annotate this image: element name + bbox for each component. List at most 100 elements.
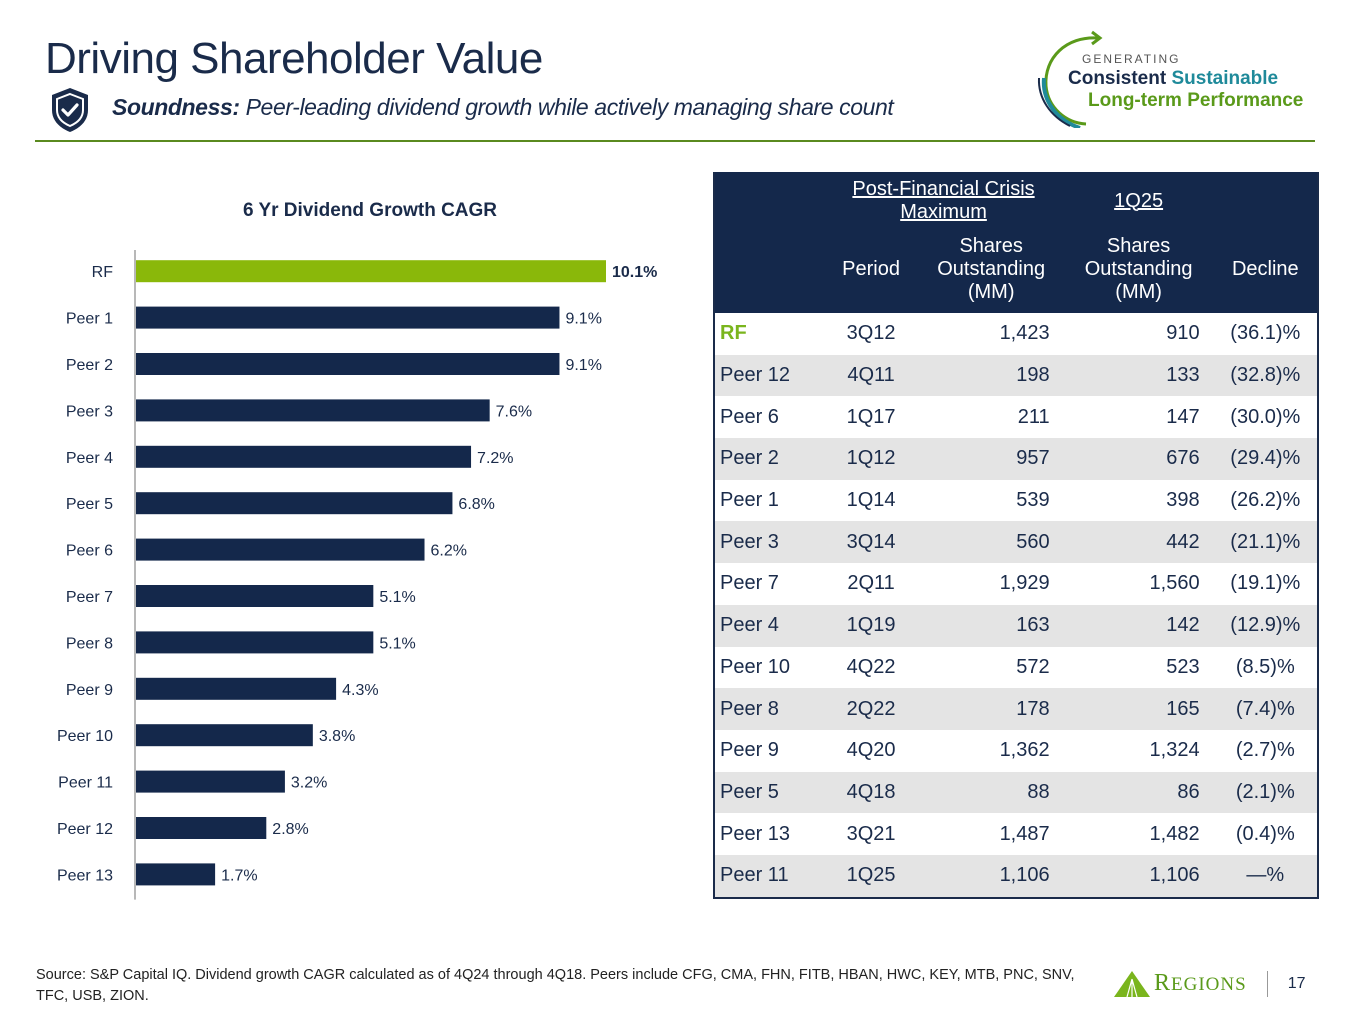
row-current-shares: 86	[1063, 771, 1214, 814]
bar-peer-10	[136, 724, 313, 747]
tagline-sustainable: Sustainable	[1171, 68, 1279, 89]
data-label: 3.2%	[291, 775, 327, 792]
row-decline: (0.4)%	[1235, 822, 1295, 845]
category-label: Peer 1	[66, 311, 113, 328]
row-decline: (2.7)%	[1235, 739, 1295, 762]
row-decline: —%	[1213, 854, 1317, 897]
share-count-table: Post-Financial Crisis Maximum 1Q25 Perio…	[713, 172, 1319, 899]
bar-peer-4	[136, 445, 472, 468]
category-label: Peer 2	[66, 357, 113, 374]
bar-peer-13	[136, 863, 216, 886]
data-label: 5.1%	[379, 589, 415, 606]
row-decline: (21.1)%	[1213, 521, 1317, 564]
row-name: Peer 3	[715, 521, 824, 564]
col-header-name	[715, 225, 823, 313]
row-decline: (12.9)%	[1213, 604, 1317, 647]
table-row: Peer 2 1Q12 957 676 (29.4)%	[715, 438, 1317, 480]
category-label: Peer 11	[58, 775, 113, 792]
header-blank-2	[1214, 172, 1317, 225]
category-label: Peer 5	[66, 496, 113, 513]
table-row: Peer 10 4Q22 572 523 (8.5)%	[715, 647, 1317, 689]
tagline-generating: GENERATING	[1082, 52, 1181, 66]
row-decline: (36.1)%	[1230, 322, 1301, 345]
subtitle-text: Peer-leading dividend growth while activ…	[239, 94, 894, 120]
category-label: Peer 3	[66, 403, 113, 420]
row-name: Peer 11	[715, 854, 824, 897]
row-current-shares: 147	[1166, 405, 1200, 428]
category-label: Peer 7	[66, 589, 113, 606]
category-label: Peer 12	[57, 821, 113, 838]
row-current-shares: 1,482	[1149, 822, 1200, 845]
row-max-shares: 957	[918, 438, 1064, 480]
regions-wordmark: REGIONS	[1154, 970, 1247, 996]
data-label: 9.1%	[565, 357, 601, 374]
row-name: Peer 8	[715, 688, 824, 730]
bar-peer-3	[136, 399, 490, 422]
col-header-decline: Decline	[1231, 257, 1299, 280]
table-row: Peer 11 1Q25 1,106 1,106 —%	[715, 854, 1317, 897]
category-label: Peer 6	[66, 543, 113, 560]
row-current-shares: 523	[1166, 655, 1200, 678]
page-subtitle: Soundness: Peer-leading dividend growth …	[112, 94, 894, 121]
row-decline: (19.1)%	[1230, 572, 1301, 595]
row-period: 4Q22	[846, 655, 896, 678]
bar-peer-2	[136, 353, 560, 375]
data-label: 10.1%	[612, 264, 657, 281]
row-current-shares: 442	[1063, 521, 1214, 564]
row-period: 1Q19	[823, 604, 919, 647]
row-period: 1Q25	[823, 854, 919, 897]
bar-peer-8	[136, 631, 374, 654]
bar-peer-12	[136, 817, 267, 839]
row-period: 3Q21	[846, 822, 896, 845]
bar-peer-6	[136, 538, 425, 561]
row-period: 1Q14	[846, 489, 896, 512]
table-row: Peer 12 4Q11 198 133 (32.8)%	[715, 354, 1317, 397]
row-current-shares: 142	[1063, 604, 1214, 647]
row-decline: (7.4)%	[1213, 688, 1317, 730]
row-max-shares: 198	[918, 354, 1064, 397]
row-name: Peer 12	[715, 354, 824, 397]
row-max-shares: 1,362	[999, 739, 1050, 762]
data-label: 2.8%	[272, 821, 308, 838]
row-name: RF	[720, 322, 747, 345]
data-label: 6.8%	[458, 496, 494, 513]
row-max-shares: 211	[1017, 405, 1050, 428]
table-row: Peer 7 2Q11 1,929 1,560 (19.1)%	[715, 563, 1317, 605]
col-header-period: Period	[842, 257, 900, 280]
row-period: 4Q11	[823, 354, 919, 397]
row-name: Peer 1	[720, 489, 779, 512]
dividend-growth-bar-chart: RF 10.1% Peer 1 9.1% Peer 2 9.1% Peer 3 7.6% Pee…	[57, 250, 657, 900]
row-period: 4Q20	[846, 739, 896, 762]
page-title: Driving Shareholder Value	[45, 34, 543, 83]
header-divider	[35, 140, 1315, 142]
row-max-shares: 560	[918, 521, 1064, 564]
bar-peer-9	[136, 677, 337, 700]
row-current-shares: 165	[1063, 688, 1214, 730]
bar-peer-1	[136, 306, 560, 329]
regions-logo: REGIONS 17	[1114, 970, 1305, 997]
row-name: Peer 2	[715, 438, 824, 480]
data-label: 1.7%	[221, 867, 257, 884]
data-label: 7.2%	[477, 450, 513, 467]
row-name: Peer 6	[720, 405, 779, 428]
tagline-consistent: Consistent	[1068, 68, 1167, 89]
row-period: 1Q12	[823, 438, 919, 480]
bar-peer-7	[136, 585, 374, 607]
row-name: Peer 5	[715, 771, 824, 814]
row-period: 3Q12	[846, 322, 896, 345]
row-max-shares: 178	[918, 688, 1064, 730]
tagline-line2: Long-term Performance	[1088, 90, 1304, 111]
row-name: Peer 7	[720, 572, 779, 595]
table-row: Peer 4 1Q19 163 142 (12.9)%	[715, 604, 1317, 647]
shield-check-icon	[52, 88, 88, 132]
footer-separator	[1266, 970, 1268, 997]
table-row: RF 3Q12 1,423 910 (36.1)%	[715, 313, 1317, 355]
category-label: RF	[92, 264, 114, 281]
row-name: Peer 13	[720, 822, 791, 845]
row-decline: (2.1)%	[1213, 771, 1317, 814]
row-current-shares: 1,324	[1149, 739, 1200, 762]
row-decline: (8.5)%	[1235, 655, 1295, 678]
row-period: 1Q17	[846, 405, 896, 428]
row-current-shares: 1,106	[1063, 854, 1214, 897]
data-label: 4.3%	[342, 682, 378, 699]
